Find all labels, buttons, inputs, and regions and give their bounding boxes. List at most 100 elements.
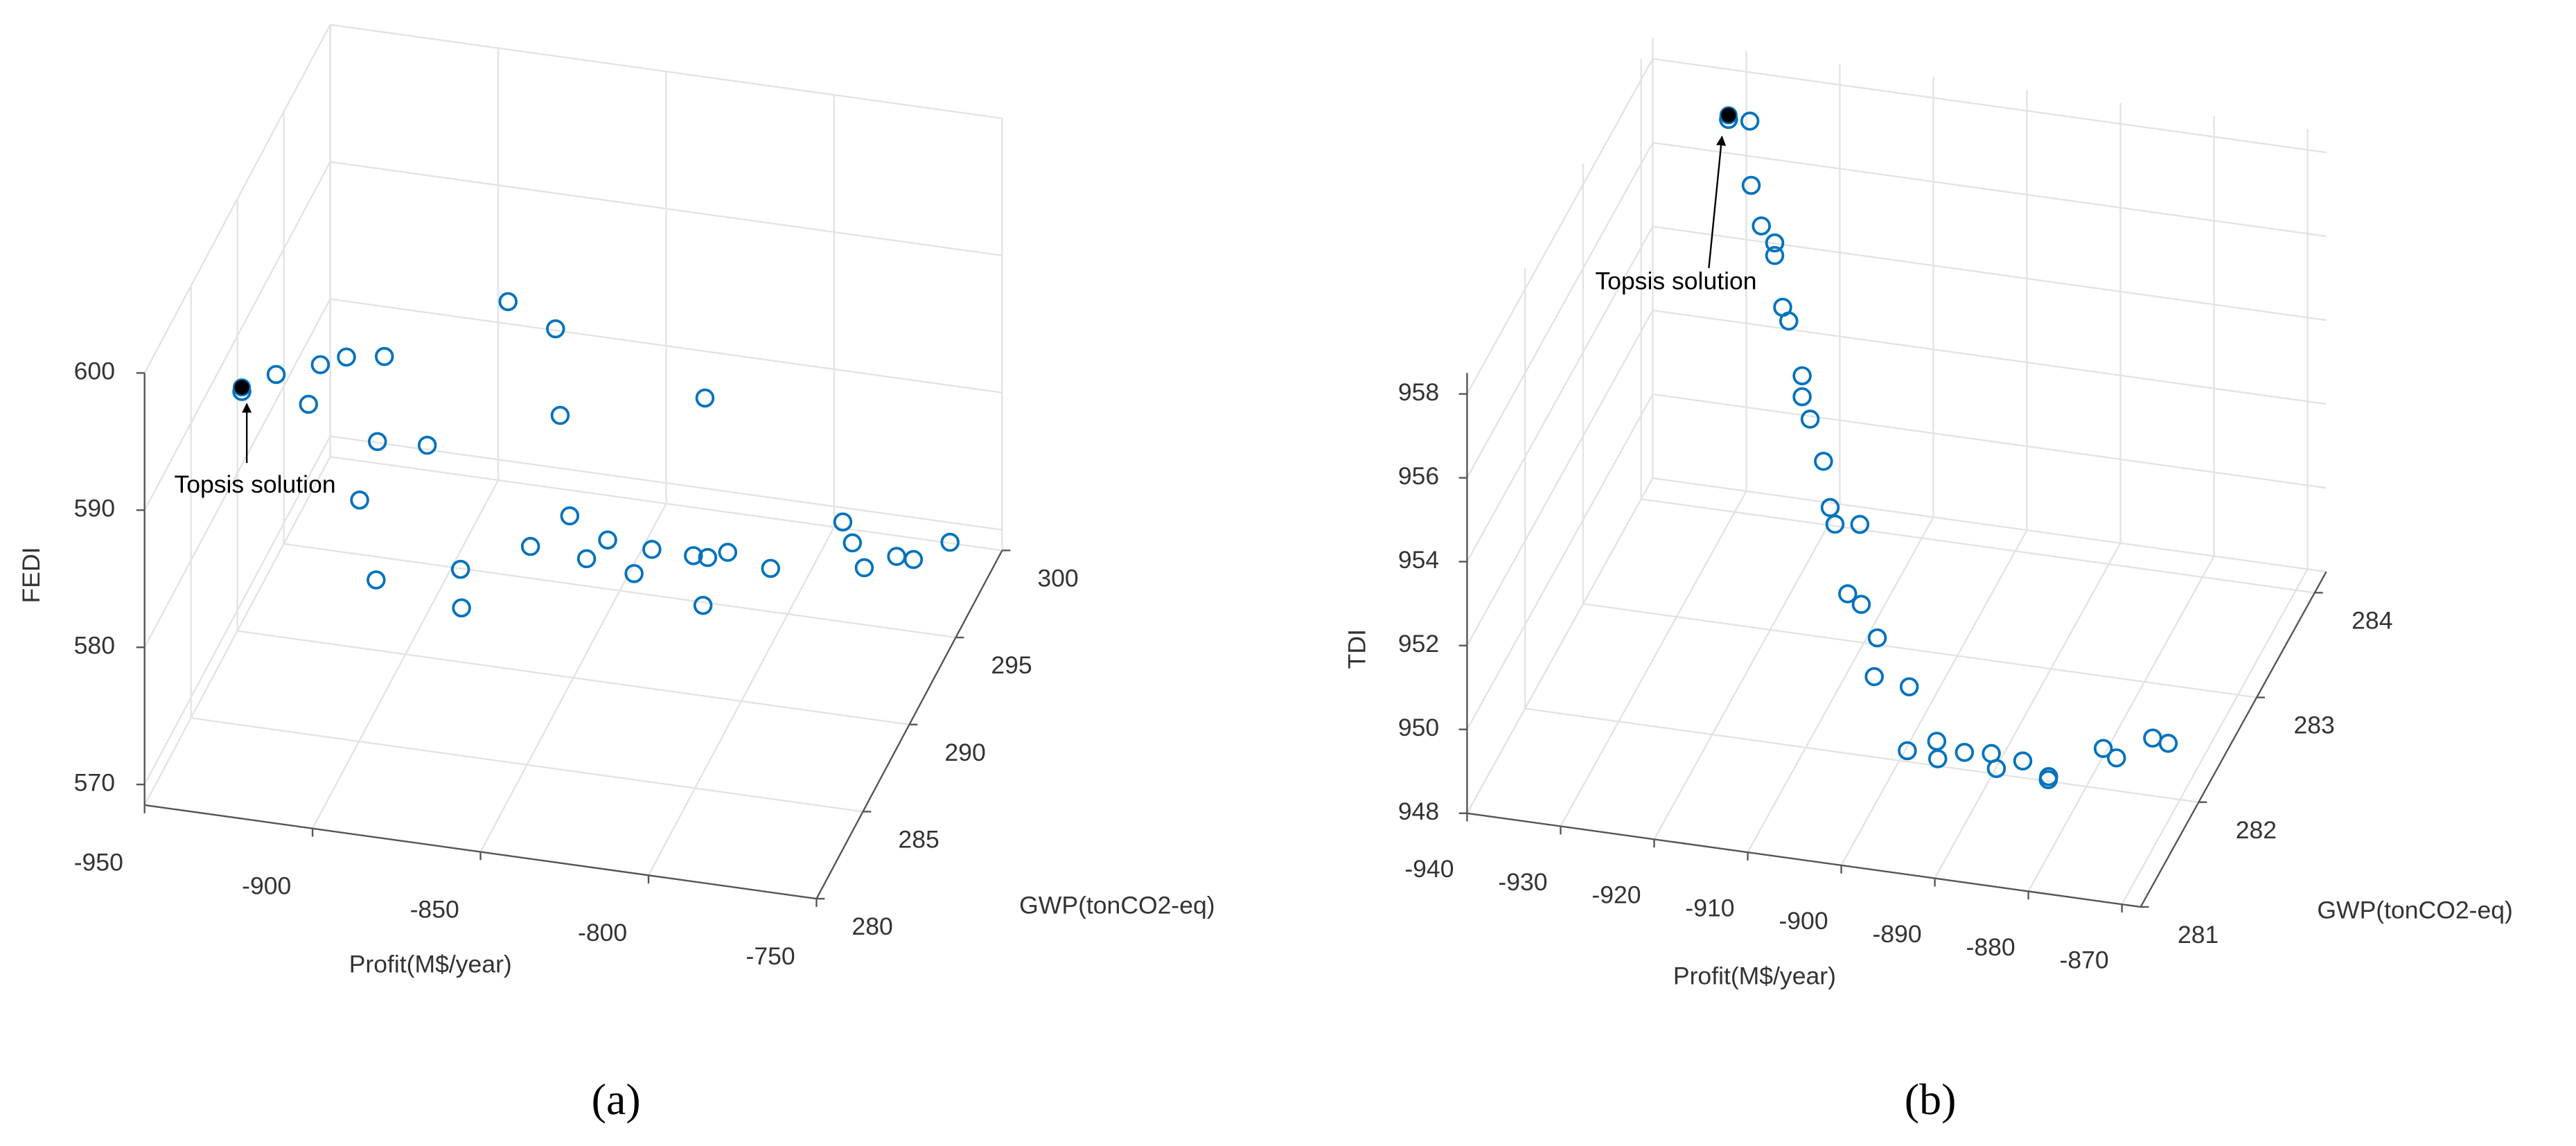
point bbox=[1820, 497, 1840, 518]
x-tick-label: -900 bbox=[1779, 907, 1828, 935]
z-axis-title: FEDI bbox=[17, 547, 45, 603]
point bbox=[1927, 732, 1947, 751]
point bbox=[2038, 770, 2058, 790]
z-tick-label: 590 bbox=[74, 495, 115, 522]
grid-line bbox=[237, 630, 910, 725]
x-tick-label: -940 bbox=[1404, 855, 1454, 883]
grid-line bbox=[1466, 226, 1654, 563]
point bbox=[1765, 246, 1785, 265]
point bbox=[1864, 667, 1884, 687]
point bbox=[887, 547, 906, 566]
point bbox=[1899, 677, 1919, 697]
x-tick-label: -910 bbox=[1685, 894, 1734, 922]
grid-line bbox=[330, 161, 1003, 256]
point bbox=[1765, 233, 1785, 253]
grid-line bbox=[1934, 543, 2121, 879]
point bbox=[1851, 594, 1871, 615]
axis-line bbox=[2140, 571, 2327, 908]
point bbox=[310, 355, 330, 375]
point bbox=[337, 347, 356, 367]
annotation: Topsis solution bbox=[174, 470, 335, 498]
y-tick-label: 300 bbox=[1037, 564, 1078, 592]
point bbox=[367, 570, 386, 590]
grid-line bbox=[330, 435, 1003, 531]
y-tick-label: 285 bbox=[898, 825, 939, 853]
point bbox=[2107, 748, 2126, 768]
grid-line bbox=[1466, 394, 1654, 730]
point bbox=[718, 543, 738, 562]
grid-line bbox=[143, 161, 331, 511]
point bbox=[550, 405, 570, 425]
x-tick-label: -890 bbox=[1872, 920, 1921, 948]
caption: (b) bbox=[1905, 1075, 1957, 1124]
x-tick-label: -900 bbox=[242, 872, 291, 899]
x-tick-label: -750 bbox=[746, 942, 795, 970]
grid-line bbox=[1466, 142, 1654, 479]
point bbox=[368, 432, 387, 452]
point bbox=[266, 364, 286, 385]
point bbox=[1867, 628, 1887, 648]
point bbox=[698, 547, 718, 567]
axis-line bbox=[1467, 812, 2141, 908]
point bbox=[560, 506, 580, 526]
annotation-arrow bbox=[1708, 135, 1727, 268]
point bbox=[684, 546, 703, 565]
axis-line bbox=[144, 804, 817, 900]
point bbox=[642, 540, 662, 559]
point bbox=[1792, 366, 1812, 386]
grid-line bbox=[1560, 491, 1747, 827]
point bbox=[374, 346, 394, 367]
x-tick-label: -950 bbox=[74, 849, 123, 876]
y-axis-title: GWP(tonCO2-eq) bbox=[1019, 891, 1215, 919]
grid-line bbox=[1466, 58, 1654, 395]
grid-line bbox=[2027, 556, 2215, 892]
annotation: Topsis solution bbox=[1595, 267, 1756, 295]
y-tick-label: 281 bbox=[2178, 921, 2218, 949]
point bbox=[1792, 387, 1812, 407]
x-tick-label: -930 bbox=[1498, 868, 1547, 896]
grid-line bbox=[1652, 309, 2327, 405]
point bbox=[1850, 515, 1870, 534]
point bbox=[2158, 734, 2178, 753]
point bbox=[546, 319, 565, 339]
x-tick-label: -880 bbox=[1966, 933, 2015, 961]
point bbox=[940, 532, 960, 552]
point bbox=[576, 549, 597, 569]
grid-line bbox=[1653, 504, 1841, 840]
point bbox=[1814, 452, 1833, 471]
z-axis-title: TDI bbox=[1343, 629, 1370, 669]
z-tick-label: 950 bbox=[1398, 714, 1439, 741]
z-tick-label: 956 bbox=[1398, 462, 1439, 490]
grid-line bbox=[330, 24, 1003, 119]
z-tick-label: 952 bbox=[1398, 630, 1439, 658]
point bbox=[520, 536, 540, 556]
y-tick-label: 283 bbox=[2293, 712, 2334, 739]
point bbox=[1779, 311, 1799, 331]
point bbox=[1838, 584, 1858, 603]
y-tick-label: 282 bbox=[2236, 816, 2277, 844]
point bbox=[1898, 741, 1917, 761]
grid-line bbox=[1747, 516, 1934, 853]
x-tick-label: -870 bbox=[2060, 946, 2109, 974]
axis-line bbox=[815, 549, 1003, 899]
point bbox=[693, 595, 713, 615]
z-tick-label: 580 bbox=[74, 632, 115, 660]
point bbox=[598, 530, 617, 550]
grid-line bbox=[1652, 225, 2327, 321]
grid-line bbox=[1582, 603, 2257, 698]
grid-line bbox=[143, 24, 331, 373]
grid-line bbox=[191, 717, 863, 813]
point bbox=[452, 598, 471, 618]
z-tick-label: 958 bbox=[1398, 378, 1439, 406]
caption: (a) bbox=[592, 1075, 641, 1124]
point bbox=[450, 560, 470, 579]
y-tick-label: 280 bbox=[852, 913, 892, 940]
point bbox=[2093, 739, 2113, 758]
point bbox=[761, 558, 780, 579]
grid-line bbox=[330, 456, 1003, 552]
topsis-point bbox=[233, 378, 252, 397]
point bbox=[299, 394, 319, 414]
point bbox=[1986, 759, 2006, 779]
grid-line bbox=[1652, 477, 2327, 573]
